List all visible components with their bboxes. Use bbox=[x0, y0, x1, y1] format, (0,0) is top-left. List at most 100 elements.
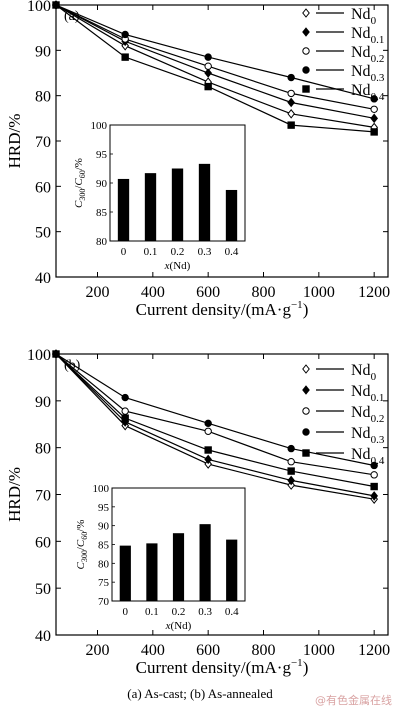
y-tick-label: 60 bbox=[35, 534, 51, 551]
data-point bbox=[287, 108, 296, 119]
legend-marker bbox=[302, 407, 310, 415]
data-point bbox=[370, 461, 378, 470]
inset-x-tick-label: 0.1 bbox=[144, 246, 158, 258]
series-line-2 bbox=[55, 353, 375, 476]
inset-bar bbox=[119, 545, 131, 601]
y-tick-label: 70 bbox=[35, 488, 51, 505]
legend-label: Nd0.3 bbox=[351, 63, 385, 84]
data-point bbox=[204, 427, 212, 435]
inset-x-tick-label: 0 bbox=[123, 606, 129, 618]
inset-y-tick-label: 95 bbox=[96, 149, 108, 161]
data-point bbox=[204, 53, 212, 61]
legend-marker bbox=[302, 428, 310, 436]
legend-marker bbox=[302, 8, 310, 18]
legend-marker bbox=[302, 385, 310, 395]
inset-y-tick-label: 75 bbox=[98, 577, 110, 589]
data-point bbox=[121, 53, 129, 61]
inset-y-tick-label: 85 bbox=[96, 207, 108, 219]
data-point bbox=[121, 414, 129, 422]
legend-label: Nd0.1 bbox=[351, 25, 384, 46]
data-point bbox=[204, 82, 212, 91]
data-point bbox=[370, 471, 378, 479]
inset-x-axis-label: x(Nd) bbox=[165, 620, 192, 632]
legend-label: Nd0.2 bbox=[351, 404, 384, 425]
y-tick-label: 50 bbox=[35, 581, 51, 598]
inset-y-tick-label: 100 bbox=[91, 120, 108, 132]
legend-marker bbox=[302, 449, 310, 457]
inset-x-tick-label: 0.2 bbox=[172, 606, 186, 618]
y-tick-label: 50 bbox=[35, 225, 51, 242]
x-tick-label: 200 bbox=[86, 642, 110, 659]
x-tick-label: 600 bbox=[196, 284, 220, 301]
legend-label: Nd0 bbox=[351, 6, 377, 27]
x-tick-label: 1200 bbox=[358, 284, 390, 301]
data-point bbox=[370, 128, 378, 136]
y-tick-label: 40 bbox=[35, 270, 51, 287]
data-point bbox=[52, 350, 60, 358]
inset-y-tick-label: 95 bbox=[98, 502, 110, 514]
y-axis-label: HRD/% bbox=[5, 467, 24, 522]
data-point bbox=[287, 73, 295, 82]
data-point bbox=[370, 113, 379, 124]
data-point bbox=[204, 62, 212, 70]
data-point bbox=[370, 105, 378, 113]
inset-bar bbox=[199, 524, 211, 601]
x-tick-label: 1200 bbox=[358, 642, 390, 659]
data-point bbox=[204, 419, 212, 428]
inset-bar bbox=[117, 178, 130, 241]
series-line-1 bbox=[55, 4, 375, 119]
inset-x-axis-label: x(Nd) bbox=[164, 260, 191, 272]
legend-label: Nd0 bbox=[351, 362, 377, 383]
legend-marker bbox=[302, 47, 310, 55]
legend-marker bbox=[302, 364, 310, 374]
inset-bar bbox=[144, 173, 157, 241]
data-point bbox=[52, 1, 60, 9]
inset-y-axis-label: C300/C60/% bbox=[73, 158, 87, 208]
inset-bar bbox=[171, 168, 184, 241]
data-point bbox=[287, 475, 296, 486]
data-point bbox=[287, 467, 295, 475]
y-tick-label: 90 bbox=[35, 394, 51, 411]
inset-y-axis-label: C300/C60/% bbox=[75, 520, 89, 570]
x-tick-label: 800 bbox=[252, 642, 276, 659]
legend-label: Nd0.1 bbox=[351, 383, 384, 404]
legend-marker bbox=[302, 85, 310, 93]
x-tick-label: 1000 bbox=[303, 284, 335, 301]
data-point bbox=[204, 454, 213, 465]
data-point bbox=[287, 121, 295, 129]
inset-bar bbox=[146, 543, 158, 601]
x-axis-label: Current density/(mA·g−1) bbox=[136, 299, 309, 319]
data-point bbox=[370, 491, 379, 501]
inset-y-tick-label: 85 bbox=[98, 540, 110, 552]
inset-bar-chart: 70 75 80 85 90 95 100 0 0.1 0.2 0.3 0.4 x(Nd) C300/C6… bbox=[75, 483, 246, 632]
inset-bar bbox=[226, 539, 238, 601]
data-point bbox=[121, 393, 129, 402]
inset-bar bbox=[225, 189, 238, 241]
inset-y-tick-label: 80 bbox=[98, 558, 110, 570]
legend-label: Nd0.4 bbox=[351, 446, 385, 467]
data-point bbox=[370, 482, 378, 491]
y-axis-label: HRD/% bbox=[5, 114, 24, 169]
inset-y-tick-label: 70 bbox=[98, 596, 110, 608]
data-point bbox=[287, 444, 295, 453]
y-tick-label: 80 bbox=[35, 441, 51, 458]
inset-bar bbox=[198, 163, 211, 241]
inset-y-tick-label: 90 bbox=[96, 178, 108, 190]
legend-label: Nd0.4 bbox=[351, 82, 385, 103]
legend-marker bbox=[302, 27, 310, 37]
data-point bbox=[121, 407, 129, 415]
data-point bbox=[204, 68, 213, 78]
legend-label: Nd0.2 bbox=[351, 44, 384, 65]
series-line-2 bbox=[55, 4, 375, 110]
x-tick-label: 400 bbox=[141, 642, 165, 659]
inset-y-tick-label: 100 bbox=[93, 483, 110, 495]
data-point bbox=[204, 446, 212, 454]
x-tick-label: 800 bbox=[252, 284, 276, 301]
y-tick-label: 100 bbox=[27, 0, 51, 15]
inset-y-tick-label: 90 bbox=[98, 521, 110, 533]
y-tick-label: 100 bbox=[27, 347, 51, 364]
